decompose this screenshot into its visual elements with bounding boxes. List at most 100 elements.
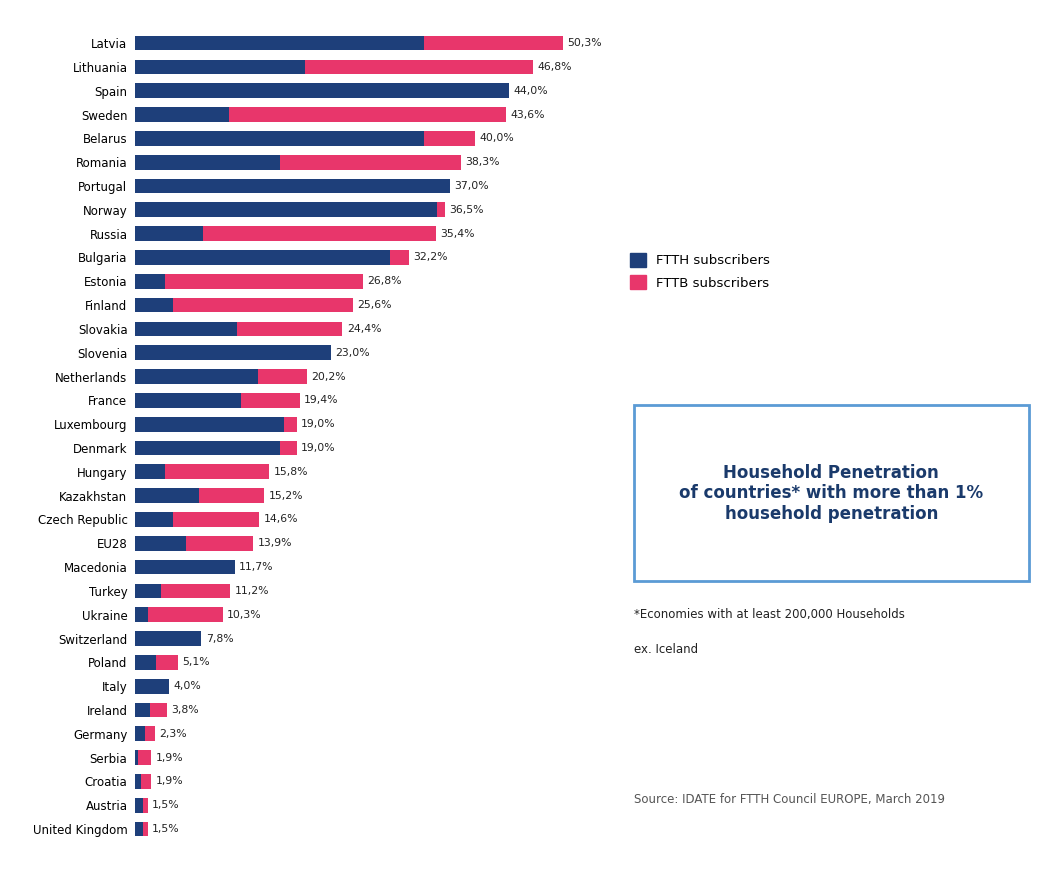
Bar — [135, 655, 156, 670]
Bar — [142, 822, 148, 836]
Bar — [135, 155, 279, 169]
Text: 32,2%: 32,2% — [414, 253, 448, 263]
Text: 37,0%: 37,0% — [454, 181, 488, 191]
Text: 23,0%: 23,0% — [335, 348, 370, 358]
Bar — [135, 488, 198, 503]
Bar — [165, 464, 269, 479]
Bar — [174, 512, 259, 527]
Text: 5,1%: 5,1% — [183, 657, 210, 668]
Text: 25,6%: 25,6% — [357, 300, 392, 310]
Bar — [156, 655, 179, 670]
Bar — [135, 751, 137, 765]
Bar — [135, 512, 174, 527]
Bar — [424, 36, 563, 50]
Text: 1,5%: 1,5% — [152, 800, 180, 811]
Text: 1,5%: 1,5% — [152, 824, 180, 834]
Bar — [135, 274, 165, 289]
Text: 19,4%: 19,4% — [304, 396, 339, 405]
Bar — [135, 703, 151, 717]
Text: 44,0%: 44,0% — [513, 85, 548, 96]
Bar — [135, 36, 424, 50]
Bar — [135, 607, 148, 622]
Bar — [174, 298, 352, 313]
Bar — [135, 464, 165, 479]
Text: ex. Iceland: ex. Iceland — [634, 643, 698, 656]
Text: 36,5%: 36,5% — [450, 204, 484, 215]
Bar — [151, 703, 167, 717]
Text: 15,8%: 15,8% — [273, 467, 309, 477]
Text: 1,9%: 1,9% — [156, 776, 183, 787]
Bar — [135, 226, 203, 241]
Text: 2,3%: 2,3% — [159, 729, 186, 739]
Legend: FTTH subscribers, FTTB subscribers: FTTH subscribers, FTTB subscribers — [630, 253, 770, 290]
Text: Source: IDATE for FTTH Council EUROPE, March 2019: Source: IDATE for FTTH Council EUROPE, M… — [634, 793, 944, 806]
Bar — [186, 536, 254, 551]
Text: 19,0%: 19,0% — [301, 419, 336, 429]
Bar — [135, 678, 169, 693]
Bar — [135, 631, 202, 646]
Bar — [165, 274, 363, 289]
Bar — [135, 774, 141, 788]
Text: 14,6%: 14,6% — [264, 515, 298, 524]
Bar — [135, 727, 145, 741]
Bar — [135, 798, 142, 812]
Text: 4,0%: 4,0% — [174, 681, 202, 692]
Text: 13,9%: 13,9% — [258, 538, 292, 548]
Text: 11,2%: 11,2% — [235, 586, 269, 596]
Bar — [135, 60, 305, 74]
Bar — [135, 536, 186, 551]
Bar — [135, 583, 161, 598]
Bar — [135, 179, 450, 194]
Text: Household Penetration
of countries* with more than 1%
household penetration: Household Penetration of countries* with… — [680, 463, 983, 523]
Bar — [135, 369, 259, 384]
Bar — [237, 322, 343, 337]
Text: 50,3%: 50,3% — [567, 38, 602, 48]
Bar — [135, 131, 424, 145]
Text: 20,2%: 20,2% — [311, 372, 346, 381]
Text: 35,4%: 35,4% — [441, 229, 475, 239]
Bar — [135, 84, 509, 98]
Bar — [145, 727, 155, 741]
Text: 15,2%: 15,2% — [268, 491, 303, 500]
Bar — [436, 203, 446, 218]
Bar — [424, 131, 475, 145]
Text: 46,8%: 46,8% — [537, 62, 571, 72]
Bar — [135, 107, 229, 122]
Bar — [135, 440, 279, 455]
Bar — [229, 107, 506, 122]
Bar — [284, 417, 296, 432]
Bar — [390, 250, 408, 265]
Bar — [135, 345, 330, 360]
Bar — [198, 488, 264, 503]
Text: 3,8%: 3,8% — [171, 705, 199, 715]
Bar — [142, 798, 148, 812]
Text: 26,8%: 26,8% — [367, 277, 402, 286]
Bar — [148, 607, 222, 622]
Bar — [279, 440, 296, 455]
Bar — [305, 60, 533, 74]
Bar — [161, 583, 231, 598]
Bar — [135, 203, 436, 218]
Text: 40,0%: 40,0% — [479, 133, 514, 144]
Text: 7,8%: 7,8% — [206, 633, 233, 643]
Bar — [135, 393, 241, 408]
Bar — [137, 751, 152, 765]
Text: 10,3%: 10,3% — [227, 610, 262, 619]
Text: 1,9%: 1,9% — [156, 752, 183, 763]
Bar — [135, 417, 284, 432]
Text: 24,4%: 24,4% — [347, 324, 381, 334]
Bar — [259, 369, 307, 384]
Bar — [135, 250, 390, 265]
Bar — [141, 774, 152, 788]
Bar — [279, 155, 460, 169]
Text: 19,0%: 19,0% — [301, 443, 336, 453]
Bar — [135, 559, 235, 574]
Bar — [135, 322, 237, 337]
Bar — [203, 226, 436, 241]
Text: *Economies with at least 200,000 Households: *Economies with at least 200,000 Househo… — [634, 608, 905, 621]
Text: 43,6%: 43,6% — [510, 109, 544, 120]
Text: 11,7%: 11,7% — [239, 562, 273, 572]
Text: 38,3%: 38,3% — [464, 157, 500, 167]
Bar — [135, 822, 142, 836]
Bar — [135, 298, 174, 313]
